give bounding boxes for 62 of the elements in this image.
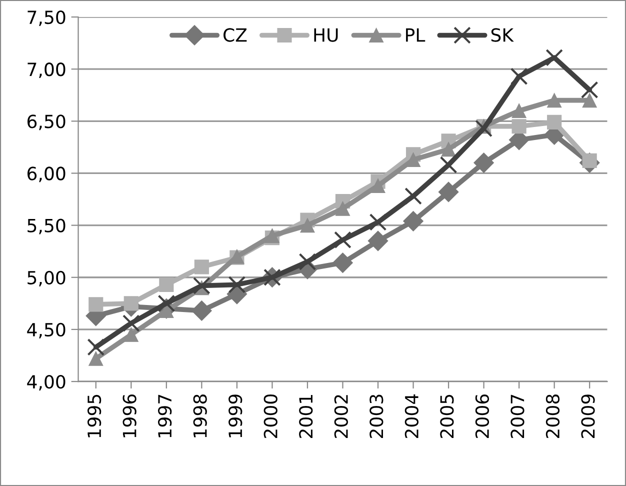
point xyxy=(88,297,104,312)
y-tick-label: 7,00 xyxy=(28,62,66,78)
point xyxy=(547,93,562,108)
legend-label: HU xyxy=(314,28,338,42)
x-tick-label: 1999 xyxy=(228,394,242,438)
point xyxy=(510,68,528,86)
y-tick-label: 4,00 xyxy=(27,374,66,390)
point xyxy=(228,276,246,294)
point xyxy=(406,152,421,167)
point xyxy=(582,93,597,108)
y-tick-label: 5,00 xyxy=(28,270,66,286)
point xyxy=(512,103,526,118)
point xyxy=(158,294,176,312)
point xyxy=(369,213,387,231)
legend-label: SK xyxy=(491,28,514,42)
point xyxy=(334,231,352,249)
y-tick-label: 4,50 xyxy=(27,322,66,338)
point xyxy=(370,178,386,194)
point xyxy=(438,182,459,202)
point xyxy=(124,327,138,342)
x-tick-label: 2001 xyxy=(299,394,313,438)
point xyxy=(192,277,210,294)
legend-label: CZ xyxy=(224,28,247,42)
x-tick-label: 1997 xyxy=(158,394,172,438)
point xyxy=(122,314,140,332)
point xyxy=(300,218,315,233)
x-tick-label: 2003 xyxy=(370,394,384,438)
point xyxy=(404,187,422,205)
x-tick-label: 2008 xyxy=(546,394,560,438)
point xyxy=(192,300,212,321)
x-tick-label: 2000 xyxy=(264,394,278,438)
x-tick-label: 2006 xyxy=(475,394,490,438)
x-tick-label: 2002 xyxy=(334,395,348,438)
point xyxy=(298,253,316,270)
legend-label: PL xyxy=(406,28,426,42)
point xyxy=(368,230,388,252)
point xyxy=(546,48,564,66)
point xyxy=(87,338,105,356)
point xyxy=(474,152,494,173)
x-tick-label: 2005 xyxy=(440,394,454,438)
x-tick-label: 1996 xyxy=(122,394,136,438)
point xyxy=(475,120,492,138)
point xyxy=(512,119,526,134)
point xyxy=(88,351,104,366)
point xyxy=(159,277,174,292)
point xyxy=(403,210,424,232)
x-tick-label: 2004 xyxy=(404,394,419,438)
y-tick-label: 7,50 xyxy=(28,10,66,26)
point xyxy=(441,142,456,157)
x-tick-label: 1998 xyxy=(193,394,207,438)
x-tick-label: 2007 xyxy=(510,394,524,438)
point xyxy=(332,252,353,273)
x-tick-label: 2009 xyxy=(581,394,595,438)
point xyxy=(194,260,209,274)
y-tick-label: 5,50 xyxy=(28,218,66,234)
point xyxy=(335,201,350,216)
y-tick-label: 6,50 xyxy=(28,114,66,130)
point xyxy=(580,81,598,99)
x-tick-label: 1995 xyxy=(87,394,102,438)
y-tick-label: 6,00 xyxy=(28,166,66,182)
point xyxy=(440,156,458,174)
point xyxy=(547,114,562,130)
